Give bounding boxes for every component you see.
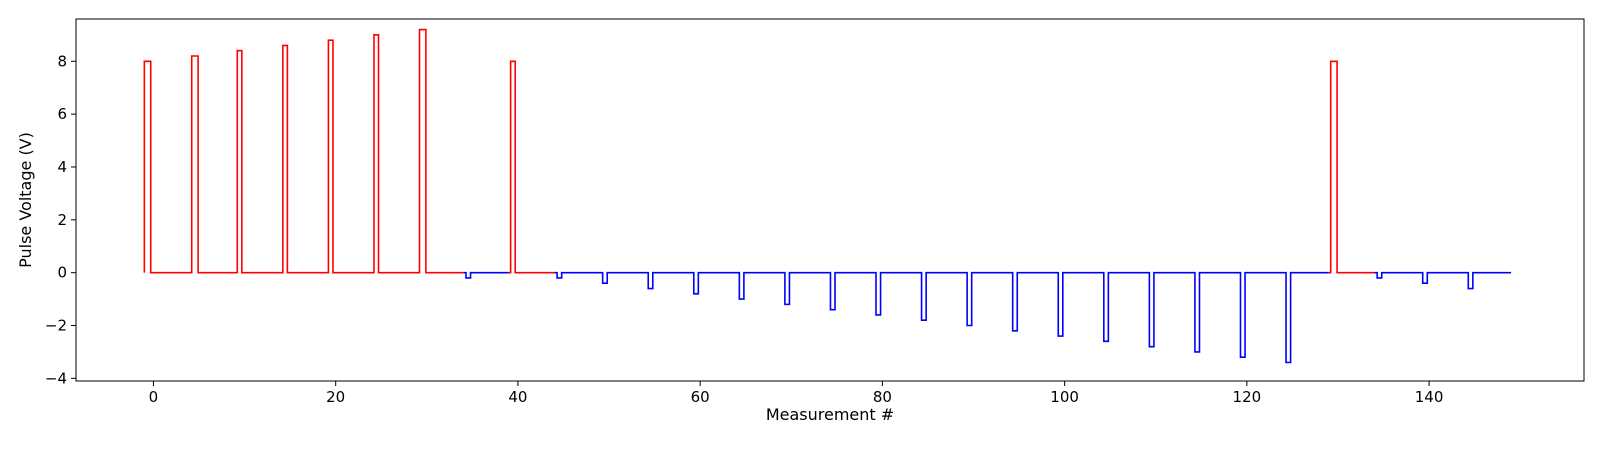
series-1-segment-0 bbox=[463, 271, 509, 279]
x-axis-ticks: 0 20 40 60 80 100 120 140 bbox=[149, 381, 1444, 406]
series-1-segment-1 bbox=[554, 271, 1329, 364]
x-tick-label: 100 bbox=[1050, 388, 1079, 406]
x-tick-label: 80 bbox=[873, 388, 892, 406]
y-tick-label: 2 bbox=[57, 211, 67, 229]
y-tick-label: −4 bbox=[45, 369, 67, 387]
series-1-segment-2 bbox=[1374, 271, 1512, 290]
x-axis-label: Measurement # bbox=[766, 405, 894, 424]
x-tick-label: 60 bbox=[691, 388, 710, 406]
series-0-segment-0 bbox=[143, 28, 464, 274]
x-tick-label: 120 bbox=[1233, 388, 1262, 406]
y-tick-label: 4 bbox=[57, 158, 67, 176]
x-tick-label: 40 bbox=[508, 388, 527, 406]
y-tick-label: 8 bbox=[57, 52, 67, 70]
x-tick-label: 140 bbox=[1415, 388, 1444, 406]
y-axis-ticks: −4 −2 0 2 4 6 8 bbox=[45, 52, 76, 387]
plot-frame bbox=[75, 18, 1585, 382]
y-axis-label: Pulse Voltage (V) bbox=[16, 132, 35, 268]
series-0-segment-1 bbox=[508, 60, 555, 274]
x-tick-label: 0 bbox=[149, 388, 159, 406]
y-tick-label: 0 bbox=[57, 264, 67, 282]
series-layer bbox=[143, 28, 1512, 364]
x-tick-label: 20 bbox=[326, 388, 345, 406]
series-0-segment-2 bbox=[1328, 60, 1375, 274]
y-tick-label: 6 bbox=[57, 105, 67, 123]
y-tick-label: −2 bbox=[45, 317, 67, 335]
